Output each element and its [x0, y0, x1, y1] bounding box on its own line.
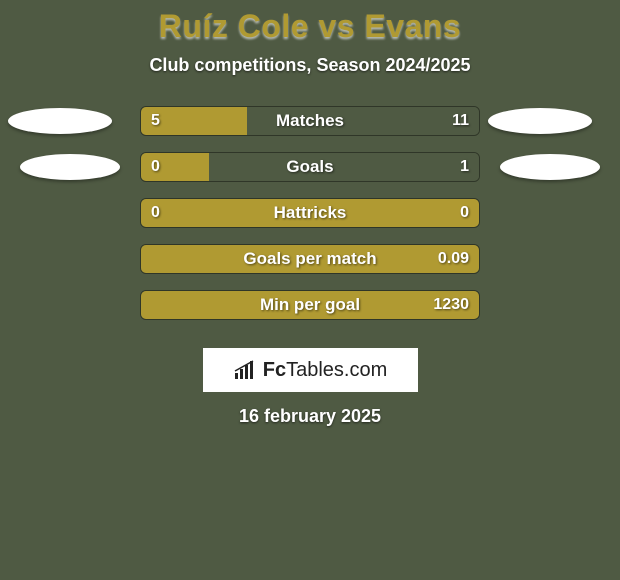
stat-row: 01Goals	[0, 152, 620, 198]
stats-rows: 511Matches 01Goals 00Hattricks 0.09Goals pe…	[0, 106, 620, 336]
comparison-card: Ruíz Cole vs Evans Club competitions, Se…	[0, 0, 620, 580]
bar-left-fill	[141, 291, 479, 319]
bar-right-fill	[209, 153, 479, 181]
stat-row: 511Matches	[0, 106, 620, 152]
bar-left-fill	[141, 107, 247, 135]
player-right-avatar	[488, 108, 592, 134]
bar-left-fill	[141, 199, 479, 227]
brand-logo-box: FcTables.com	[203, 348, 418, 392]
player-right-avatar	[500, 154, 600, 180]
stat-bar: 0.09Goals per match	[140, 244, 480, 274]
stat-row: 1230Min per goal	[0, 290, 620, 336]
subtitle: Club competitions, Season 2024/2025	[0, 55, 620, 76]
bar-right-fill	[247, 107, 479, 135]
brand-name: FcTables.com	[263, 359, 388, 382]
stat-row: 00Hattricks	[0, 198, 620, 244]
player-left-avatar	[8, 108, 112, 134]
chart-bars-icon	[233, 359, 259, 381]
stat-bar: 01Goals	[140, 152, 480, 182]
stat-bar: 1230Min per goal	[140, 290, 480, 320]
bar-left-fill	[141, 245, 479, 273]
page-title: Ruíz Cole vs Evans	[0, 0, 620, 45]
player-left-avatar	[20, 154, 120, 180]
stat-bar: 511Matches	[140, 106, 480, 136]
date-label: 16 february 2025	[0, 406, 620, 427]
stat-row: 0.09Goals per match	[0, 244, 620, 290]
bar-left-fill	[141, 153, 209, 181]
stat-bar: 00Hattricks	[140, 198, 480, 228]
